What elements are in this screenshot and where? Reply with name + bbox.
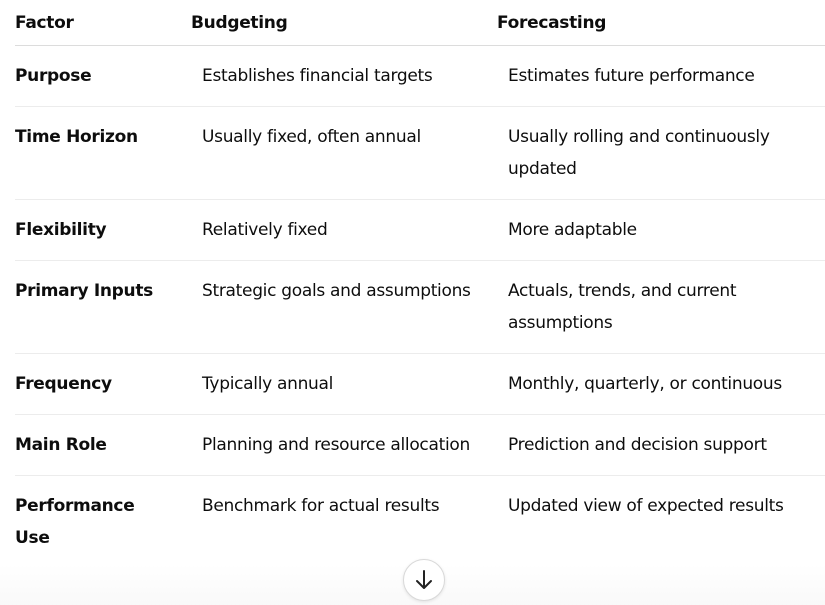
table-cell: More adaptable [497, 199, 825, 261]
table-cell: Establishes financial targets [191, 45, 497, 107]
row-label: Flexibility [15, 199, 191, 261]
row-label: Purpose [15, 45, 191, 107]
table-cell: Updated view of expected results [508, 496, 784, 516]
table-cell: Planning and resource allocation [191, 414, 497, 476]
table-row: Primary Inputs Strategic goals and assump… [15, 260, 825, 354]
row-label: Performance Use [15, 496, 135, 548]
table-row: Performance Use Benchmark for actual resu… [15, 476, 825, 569]
table-cell: Actuals, trends, and current assumptions [497, 260, 825, 354]
table-cell: Relatively fixed [191, 199, 497, 261]
table-row: Time Horizon Usually fixed, often annual U… [15, 106, 825, 200]
table-cell: Estimates future performance [497, 45, 825, 107]
table-cell: Prediction and decision support [497, 414, 825, 476]
table-cell: Usually fixed, often annual [191, 106, 497, 200]
row-label: Main Role [15, 414, 191, 476]
table-row: Flexibility Relatively fixed More adaptabl… [15, 199, 825, 261]
table-row: Main Role Planning and resource allocatio… [15, 414, 825, 476]
row-label: Time Horizon [15, 106, 191, 200]
header-cell: Budgeting [191, 0, 497, 46]
header-row: Factor Budgeting Forecasting [15, 0, 825, 46]
table-cell: Typically annual [191, 353, 497, 415]
table-cell: Monthly, quarterly, or continuous [497, 353, 825, 415]
comparison-table: Factor Budgeting Forecasting Purpose Establ… [15, 0, 825, 568]
row-label: Primary Inputs [15, 260, 191, 354]
table-cell: Usually rolling and continuously updated [497, 106, 825, 200]
table-body: Purpose Establishes financial targets Esti… [15, 45, 825, 569]
row-label: Frequency [15, 353, 191, 415]
table-row: Frequency Typically annual Monthly, quarte… [15, 353, 825, 415]
table-cell: Benchmark for actual results [202, 496, 440, 516]
header-cell: Forecasting [497, 0, 825, 46]
table-cell: Strategic goals and assumptions [191, 260, 497, 354]
arrow-down-icon [416, 570, 432, 589]
table-row: Purpose Establishes financial targets Esti… [15, 45, 825, 107]
scroll-down-button[interactable] [403, 559, 445, 601]
header-cell: Factor [15, 0, 191, 46]
